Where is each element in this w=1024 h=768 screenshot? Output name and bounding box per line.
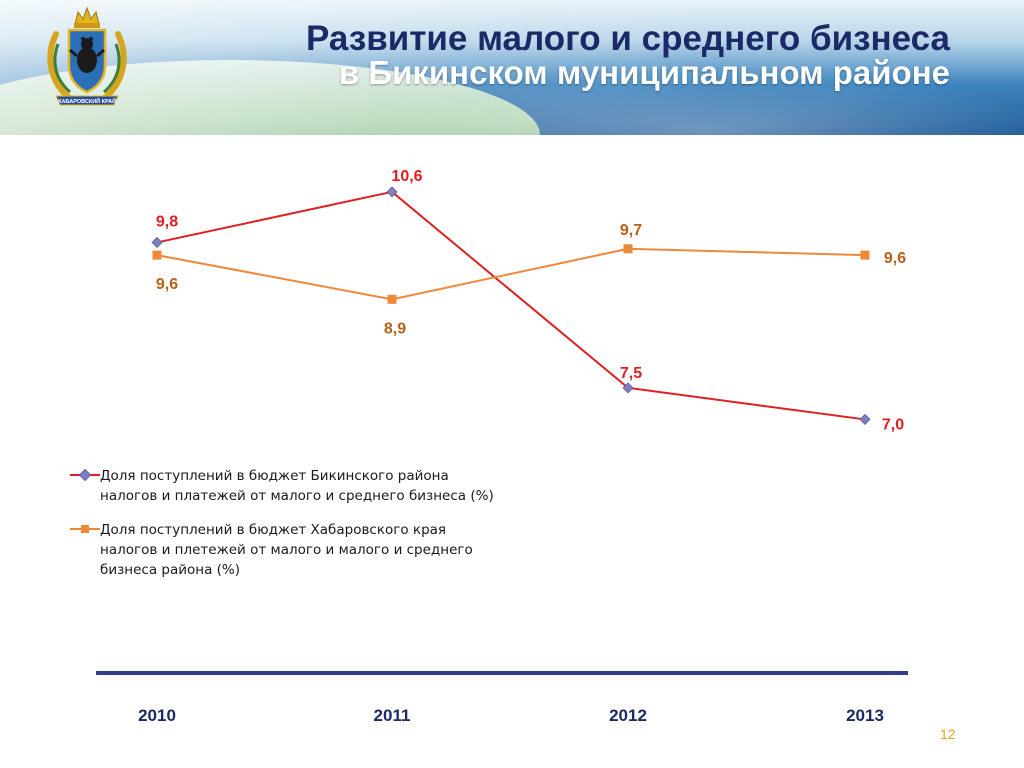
page-title: Развитие малого и среднего бизнеса в Бик…	[306, 19, 950, 91]
legend-label-series-2-line-1: Доля поступлений в бюджет Хабаровского к…	[100, 522, 447, 538]
page-number: 12	[940, 726, 956, 742]
series-1-data-label-2011: 10,6	[391, 168, 422, 185]
legend-label-series-1-line-2: налогов и платежей от малого и среднего …	[100, 488, 494, 504]
legend-label-series-1-line-1: Доля поступлений в бюджет Бикинского рай…	[100, 468, 449, 484]
series-2-data-label-2010: 9,6	[156, 276, 178, 293]
series-2-point-2012	[623, 244, 633, 254]
series-1-point-2011	[386, 186, 398, 198]
x-tick-label-2013: 2013	[846, 706, 884, 725]
series-1: 9,8 10,6 7,5 7,0	[151, 168, 904, 433]
x-tick-label-2010: 2010	[138, 706, 176, 725]
series-1-data-label-2010: 9,8	[156, 213, 178, 230]
x-tick-label-2011: 2011	[373, 706, 411, 725]
legend-swatch-series-2	[70, 525, 100, 533]
legend-item-series-2: Доля поступлений в бюджет Хабаровского к…	[70, 520, 530, 580]
series-1-point-2013	[859, 413, 871, 425]
legend-label-series-2-line-2: налогов и плетежей от малого и малого и …	[100, 542, 473, 558]
series-1-point-2012	[622, 382, 634, 394]
legend-label-series-2-line-3: бизнеса района (%)	[100, 562, 241, 578]
emblem-caption: ХАБАРОВСКИЙ КРАЙ	[58, 97, 116, 105]
title-line-2: в Бикинском муниципальном районе	[338, 54, 950, 91]
x-axis-bar	[96, 671, 908, 675]
series-1-data-label-2013: 7,0	[882, 416, 904, 433]
series-2-point-2010	[152, 250, 162, 260]
legend-item-series-1: Доля поступлений в бюджет Бикинского рай…	[70, 466, 530, 506]
series-2-data-label-2013: 9,6	[884, 250, 906, 267]
title-line-1: Развитие малого и среднего бизнеса	[306, 19, 950, 58]
series-1-line	[156, 190, 866, 421]
slide-header: ХАБАРОВСКИЙ КРАЙ Развитие малого и средн…	[0, 0, 1024, 135]
series-1-point-2010	[151, 236, 163, 248]
series-1-data-label-2012: 7,5	[620, 365, 642, 382]
legend-swatch-series-1	[70, 469, 100, 481]
series-2-line	[156, 247, 866, 301]
series-2-point-2013	[860, 250, 870, 260]
series-2-data-label-2012: 9,7	[620, 222, 642, 239]
coat-of-arms-icon: ХАБАРОВСКИЙ КРАЙ	[47, 6, 127, 106]
series-2-data-label-2011: 8,9	[384, 320, 406, 337]
chart-legend: Доля поступлений в бюджет Бикинского рай…	[70, 466, 530, 594]
series-2: 9,6 8,9 9,7 9,6	[152, 222, 906, 337]
series-2-point-2011	[387, 294, 397, 304]
header-fade	[0, 0, 1024, 135]
x-tick-label-2012: 2012	[609, 706, 647, 725]
